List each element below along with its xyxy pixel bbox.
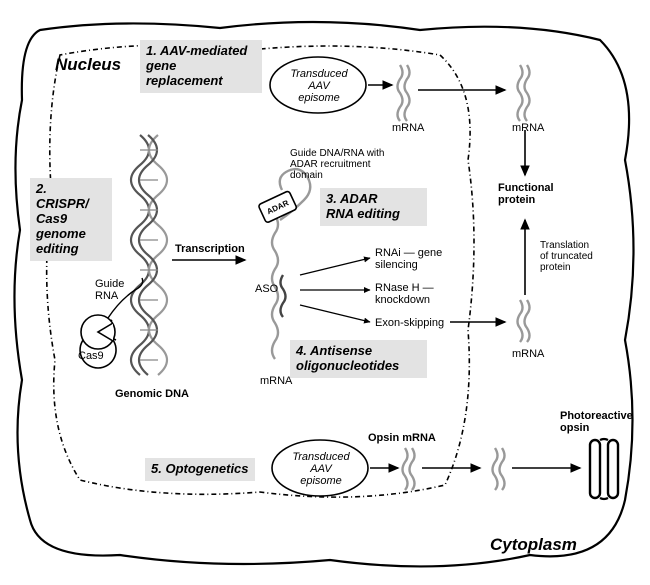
- functional-protein-label: Functionalprotein: [498, 182, 554, 206]
- nucleus-label: Nucleus: [55, 55, 121, 75]
- photoreactive-opsin-label: Photoreactiveopsin: [560, 410, 633, 434]
- cytoplasm-label: Cytoplasm: [490, 535, 577, 555]
- transcription-label: Transcription: [175, 243, 245, 255]
- guide-rna-label: GuideRNA: [95, 278, 124, 302]
- opsin-mrna-nucleus: [403, 448, 408, 490]
- mrna-cyto-truncated: [518, 300, 523, 342]
- aso-strand: [281, 275, 286, 317]
- translation-label: Translationof truncatedprotein: [540, 240, 593, 273]
- mrna-label-4: mRNA: [512, 348, 544, 360]
- guide-adar-label: Guide DNA/RNA withADAR recruitmentdomain: [290, 148, 384, 181]
- approach-4-text: 4. Antisenseoligonucleotides: [296, 343, 399, 373]
- mrna-nucleus-top: [398, 65, 403, 121]
- exon-skipping-label: Exon-skipping: [375, 317, 444, 329]
- opsin-channel: [590, 439, 618, 499]
- cas9-label: Cas9: [78, 350, 104, 362]
- mrna-label-2: mRNA: [512, 122, 544, 134]
- aav-episome-top-label: TransducedAAVepisome: [283, 68, 355, 104]
- aav-episome-bottom-label: TransducedAAVepisome: [285, 451, 357, 487]
- rnaseh-label: RNase H —knockdown: [375, 282, 434, 306]
- mrna-cyto-top: [518, 65, 523, 121]
- opsin-mrna-label: Opsin mRNA: [368, 432, 436, 444]
- approach-5-text: 5. Optogenetics: [151, 461, 249, 476]
- approach-3-box: 3. ADARRNA editing: [320, 188, 427, 226]
- approach-2-text: 2.CRISPR/Cas9genomeediting: [36, 181, 89, 256]
- mrna-label-1: mRNA: [392, 122, 424, 134]
- opsin-mrna-cyto: [493, 448, 498, 490]
- approach-1-text: 1. AAV-mediatedgenereplacement: [146, 43, 247, 88]
- diagram-canvas: ADAR: [0, 0, 650, 585]
- mrna-label-3: mRNA: [260, 375, 292, 387]
- approach-4-box: 4. Antisenseoligonucleotides: [290, 340, 427, 378]
- genomic-dna-helix: [131, 135, 167, 375]
- genomic-dna-label: Genomic DNA: [115, 388, 189, 400]
- aso-label: ASO: [255, 283, 278, 295]
- approach-2-box: 2.CRISPR/Cas9genomeediting: [30, 178, 112, 261]
- approach-1-box: 1. AAV-mediatedgenereplacement: [140, 40, 262, 93]
- approach-5-box: 5. Optogenetics: [145, 458, 255, 481]
- approach-3-text: 3. ADARRNA editing: [326, 191, 400, 221]
- rnai-label: RNAi — genesilencing: [375, 247, 442, 271]
